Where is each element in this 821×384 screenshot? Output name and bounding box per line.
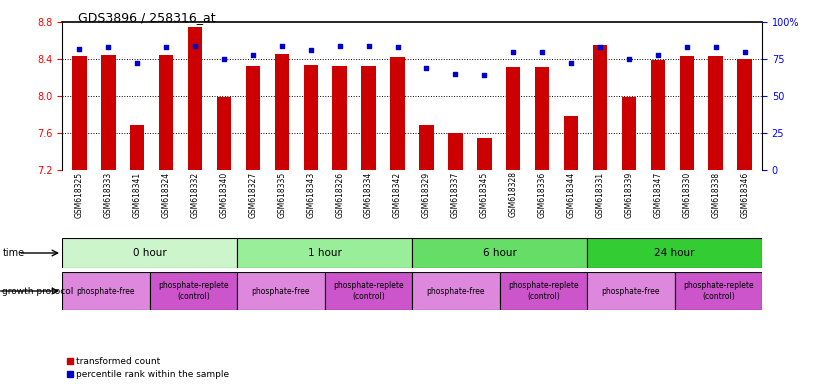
Bar — [324, 272, 412, 310]
Text: 0 hour: 0 hour — [133, 248, 167, 258]
Bar — [62, 238, 237, 268]
Text: phosphate-free: phosphate-free — [76, 286, 135, 296]
Bar — [650, 60, 665, 170]
Text: GDS3896 / 258316_at: GDS3896 / 258316_at — [79, 12, 216, 25]
Text: phosphate-replete
(control): phosphate-replete (control) — [683, 281, 754, 301]
Bar — [499, 272, 587, 310]
Text: phosphate-replete
(control): phosphate-replete (control) — [508, 281, 579, 301]
Bar — [737, 59, 752, 170]
Bar — [62, 272, 149, 310]
Point — [131, 60, 144, 66]
Bar — [217, 97, 232, 170]
Bar — [237, 238, 412, 268]
Point — [420, 65, 433, 71]
Bar — [564, 116, 578, 170]
Point — [305, 47, 318, 53]
Bar — [448, 133, 462, 170]
Bar — [245, 66, 260, 170]
Point — [189, 43, 202, 49]
Text: phosphate-free: phosphate-free — [602, 286, 660, 296]
Point — [622, 56, 635, 62]
Point — [333, 43, 346, 49]
Bar — [130, 125, 144, 170]
Bar — [412, 272, 499, 310]
Bar — [304, 65, 318, 170]
Point — [246, 51, 259, 58]
Text: phosphate-replete
(control): phosphate-replete (control) — [333, 281, 404, 301]
Bar — [361, 66, 376, 170]
Point — [478, 72, 491, 78]
Bar — [188, 26, 202, 170]
Point — [275, 43, 288, 49]
Bar — [390, 57, 405, 170]
Bar — [680, 56, 694, 170]
Text: phosphate-free: phosphate-free — [426, 286, 485, 296]
Bar — [420, 125, 433, 170]
Point — [651, 51, 664, 58]
Bar — [412, 238, 587, 268]
Legend: transformed count, percentile rank within the sample: transformed count, percentile rank withi… — [67, 357, 230, 379]
Text: phosphate-replete
(control): phosphate-replete (control) — [158, 281, 228, 301]
Point — [594, 44, 607, 50]
Bar — [621, 97, 636, 170]
Bar — [535, 67, 549, 170]
Text: phosphate-free: phosphate-free — [251, 286, 310, 296]
Bar — [237, 272, 324, 310]
Bar — [587, 238, 762, 268]
Point — [681, 44, 694, 50]
Text: growth protocol: growth protocol — [2, 286, 74, 296]
Bar — [72, 56, 86, 170]
Bar — [149, 272, 237, 310]
Text: 24 hour: 24 hour — [654, 248, 695, 258]
Text: time: time — [2, 248, 25, 258]
Bar — [159, 55, 173, 170]
Bar — [709, 56, 723, 170]
Point — [102, 44, 115, 50]
Bar — [477, 137, 492, 170]
Point — [507, 48, 520, 55]
Point — [362, 43, 375, 49]
Point — [709, 44, 722, 50]
Point — [159, 44, 172, 50]
Point — [449, 71, 462, 77]
Point — [218, 56, 231, 62]
Bar — [274, 55, 289, 170]
Point — [391, 44, 404, 50]
Bar — [506, 67, 521, 170]
Point — [565, 60, 578, 66]
Bar — [675, 272, 762, 310]
Point — [73, 46, 86, 52]
Text: 6 hour: 6 hour — [483, 248, 516, 258]
Bar — [101, 55, 116, 170]
Text: 1 hour: 1 hour — [308, 248, 342, 258]
Bar — [333, 66, 347, 170]
Point — [535, 48, 548, 55]
Bar — [587, 272, 675, 310]
Bar — [593, 45, 608, 170]
Point — [738, 48, 751, 55]
